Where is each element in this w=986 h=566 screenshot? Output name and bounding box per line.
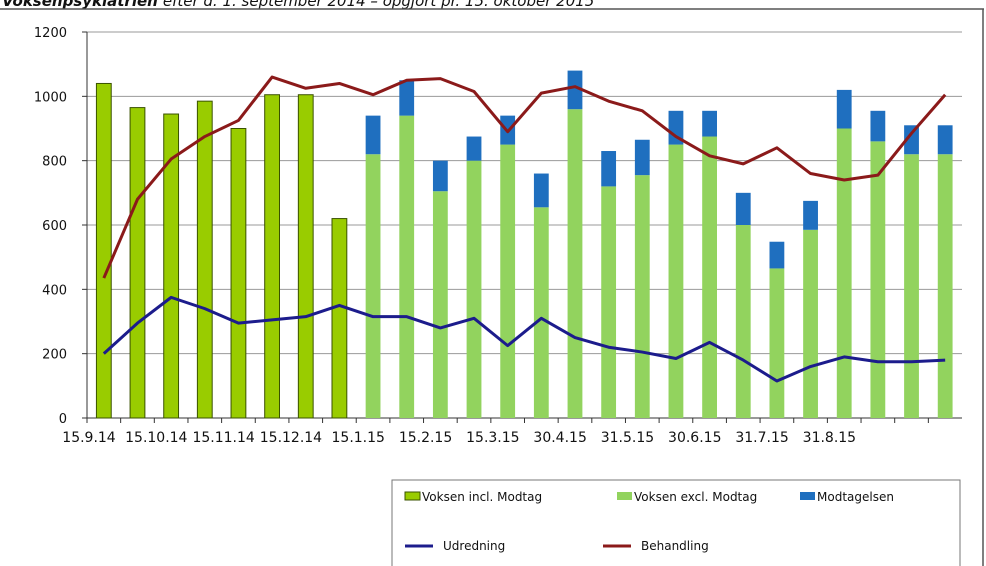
bar bbox=[567, 70, 583, 110]
x-tick-label: 15.11.14 bbox=[192, 430, 254, 446]
x-tick-label: 30.6.15 bbox=[668, 430, 721, 446]
y-tick-label: 800 bbox=[42, 155, 67, 170]
bar bbox=[634, 139, 650, 176]
legend-box bbox=[391, 479, 961, 566]
bar bbox=[803, 200, 818, 230]
x-tick-label: 15.1.15 bbox=[332, 430, 385, 446]
bar bbox=[836, 89, 852, 129]
bar bbox=[870, 141, 886, 418]
chart-title: Voksenpsykiatrien efter d. 1. september 2… bbox=[2, 0, 594, 10]
bar bbox=[836, 128, 852, 418]
x-tick-label: 30.4.15 bbox=[533, 430, 586, 446]
y-tick-label: 1000 bbox=[34, 90, 67, 105]
line bbox=[102, 295, 946, 383]
bar bbox=[264, 94, 281, 419]
legend-swatch bbox=[800, 492, 815, 500]
x-tick-label: 31.7.15 bbox=[735, 430, 788, 446]
y-tick-label: 400 bbox=[42, 283, 67, 298]
legend-label: Voksen incl. Modtag bbox=[422, 490, 542, 504]
bar bbox=[702, 110, 717, 137]
x-tick-label: 31.5.15 bbox=[601, 430, 654, 446]
x-tick-label: 15.3.15 bbox=[466, 430, 519, 446]
x-tick-label: 15.12.14 bbox=[260, 430, 322, 446]
bar bbox=[870, 110, 886, 142]
bar bbox=[297, 94, 314, 419]
bar bbox=[668, 144, 684, 419]
bar bbox=[735, 225, 751, 418]
y-tick-label: 600 bbox=[42, 219, 67, 234]
bar bbox=[432, 191, 448, 418]
x-tick-label: 31.8.15 bbox=[803, 430, 856, 446]
bar bbox=[331, 218, 348, 419]
bar bbox=[769, 268, 785, 418]
bar bbox=[937, 154, 953, 418]
y-tick-label: 200 bbox=[42, 348, 67, 363]
bar bbox=[500, 144, 516, 419]
bar bbox=[432, 160, 448, 192]
bar bbox=[95, 82, 112, 419]
bar bbox=[129, 107, 146, 419]
legend-label: Behandling bbox=[641, 539, 709, 553]
bar bbox=[399, 80, 415, 116]
subtitle: efter d. 1. september 2014 – opgjort pr.… bbox=[163, 0, 595, 10]
x-tick-label: 15.9.14 bbox=[62, 430, 116, 446]
bar bbox=[937, 125, 953, 155]
bar bbox=[466, 160, 482, 418]
bar bbox=[533, 207, 549, 418]
bar bbox=[634, 175, 650, 418]
x-tick-label: 15.2.15 bbox=[399, 430, 452, 446]
bar bbox=[601, 151, 617, 187]
bar bbox=[365, 115, 381, 155]
bar bbox=[533, 173, 549, 208]
line bbox=[102, 75, 947, 279]
bar bbox=[668, 110, 684, 145]
legend-label: Udredning bbox=[443, 539, 505, 553]
bar bbox=[567, 109, 583, 418]
bar bbox=[735, 192, 751, 225]
bar bbox=[904, 154, 919, 418]
bar bbox=[466, 136, 482, 161]
bar bbox=[196, 100, 213, 419]
bar bbox=[803, 229, 818, 418]
bar bbox=[399, 115, 415, 418]
bar bbox=[904, 125, 919, 155]
legend-swatch bbox=[617, 492, 632, 500]
y-tick-label: 0 bbox=[59, 412, 67, 427]
x-tick-label: 15.10.14 bbox=[125, 430, 187, 446]
bar bbox=[365, 154, 381, 418]
legend: Voksen incl. Modtag Voksen excl. Modtag Mo… bbox=[404, 490, 894, 553]
plot-area: 0 200 400 600 800 1000 1200 15.9.14 15.10.14 15.1… bbox=[34, 26, 962, 446]
title-bold: Voksenpsykiatrien bbox=[2, 0, 158, 10]
bar bbox=[702, 136, 717, 418]
legend-label: Modtagelsen bbox=[817, 490, 894, 504]
legend-swatch bbox=[404, 491, 421, 501]
y-tick-label: 1200 bbox=[34, 26, 67, 41]
legend-label: Voksen excl. Modtag bbox=[634, 490, 757, 504]
bar bbox=[769, 241, 785, 269]
bar bbox=[230, 128, 247, 419]
bar bbox=[601, 186, 617, 418]
bar bbox=[163, 113, 180, 419]
